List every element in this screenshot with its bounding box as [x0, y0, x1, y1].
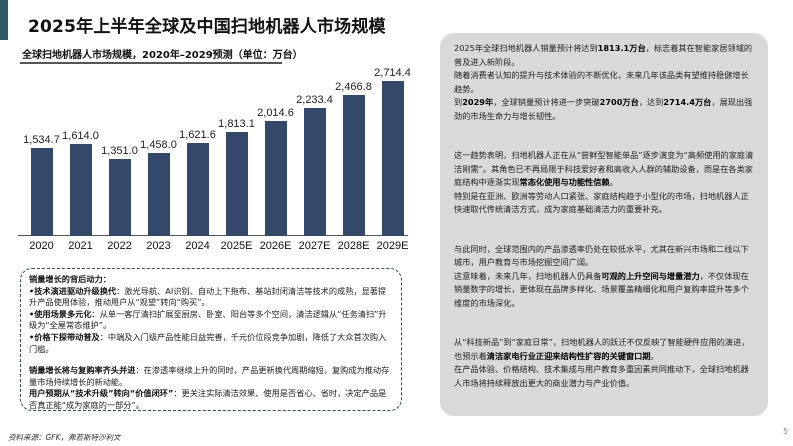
bar-value-label: 1,534.7	[23, 134, 60, 146]
x-axis-label: 2021	[68, 240, 93, 252]
bar	[69, 144, 92, 236]
bar-value-label: 1,351.0	[101, 145, 138, 157]
bar-group: 1,351.0	[100, 145, 139, 236]
bar-value-label: 1,813.1	[218, 118, 255, 130]
bar-value-label: 1,614.0	[62, 130, 99, 142]
driver-item: 用户预期从“技术升级”转向“价值闭环”：更关注实际清洁效果、使用是否省心、省时，…	[29, 388, 387, 410]
driver-item: •价格下探带动普及：中端及入门级产品性能日益完善，千元价位段竞争加剧，降低了大众…	[29, 331, 387, 354]
drivers-heading: 销量增长的背后动力：	[29, 274, 111, 284]
summary-paragraph: 在产品体验、价格结构、技术集成与用户教育多重因素共同推动下，全球扫地机器人市场将…	[454, 364, 749, 388]
bar-group: 2,466.8	[334, 81, 373, 236]
page-number: 5	[783, 427, 789, 436]
driver-item: •技术演进驱动升级换代：激光导航、AI识别、自动上下拖布、基站封闭清洁等技术的成…	[29, 285, 387, 308]
bar-group: 1,621.6	[178, 129, 217, 236]
x-axis-label: 2029E	[376, 240, 409, 252]
bar	[381, 81, 404, 236]
summary-paragraph: 从“科技新品”到“家庭日常”，扫地机器人的跃迁不仅反映了智能硬件应用的演进，也预…	[454, 337, 750, 361]
bar-group: 2,014.6	[256, 107, 295, 236]
bar-group: 1,458.0	[139, 139, 178, 236]
summary-paragraph: 与此同时，全球范围内的产品渗透率仍处在较低水平，尤其在新兴市场和二线以下城市，用…	[454, 243, 749, 268]
growth-drivers-box: 销量增长的背后动力： •技术演进驱动升级换代：激光导航、AI识别、自动上下拖布、…	[20, 268, 402, 411]
summary-paragraph: 特别是在亚洲、欧洲等劳动人口紧张、家庭结构趋于小型化的市场，扫地机器人正快速取代…	[454, 190, 749, 215]
bar-value-label: 1,621.6	[179, 129, 216, 141]
summary-paragraph: 这意味着，未来几年，扫地机器人仍具备可观的上升空间与增量潜力，不仅体现在销量数字…	[454, 270, 749, 308]
driver-item: •使用场景多元化：从单一客厅清扫扩展至厨房、卧室、阳台等多个空间，清洁逻辑从“任…	[29, 308, 387, 331]
bar-group: 1,813.1	[217, 118, 256, 236]
x-axis-label: 2022	[107, 240, 132, 252]
bar-group: 2,233.4	[295, 94, 334, 236]
x-axis-label: 2026E	[259, 240, 292, 252]
accent-bar	[0, 0, 8, 40]
x-axis-label: 2020	[29, 240, 54, 252]
bar-value-label: 2,466.8	[335, 81, 372, 93]
bar	[303, 108, 326, 236]
summary-panel: 2025年全球扫地机器人销量预计将达到1813.1万台，标志着其在智能家居领域的…	[440, 33, 768, 416]
x-axis-label: 2028E	[337, 240, 370, 252]
bar	[108, 159, 131, 236]
driver-item: 销量增长将与复购率齐头并进：在渗透率继续上升的同时，产品更新换代周期缩短，复购成…	[29, 365, 390, 387]
x-axis-label: 2027E	[298, 240, 331, 252]
bar	[186, 143, 209, 236]
summary-paragraph: 到2029年，全球销量预计将进一步突破2700万台，达到2714.4万台，展现出…	[454, 97, 753, 121]
chart-title: 全球扫地机器人市场规模，2020年–2029预测（单位：万台）	[22, 50, 303, 61]
x-axis-label: 2024	[185, 240, 210, 252]
bar	[342, 95, 365, 236]
bar	[147, 153, 170, 236]
bar-value-label: 1,458.0	[140, 139, 177, 151]
summary-paragraph: 这一趋势表明，扫地机器人正在从“尝鲜型智能单品”逐步演变为“高频使用的家庭清洁刚…	[454, 150, 754, 187]
bar-value-label: 2,014.6	[257, 107, 294, 119]
x-axis-label: 2025E	[220, 240, 253, 252]
bar	[225, 132, 248, 236]
page-title: 2025年上半年全球及中国扫地机器人市场规模	[28, 17, 386, 37]
bar-value-label: 2,714.4	[374, 67, 411, 79]
source-note: 资料来源：GFK，弗若斯特沙利文	[8, 433, 121, 442]
bar	[264, 121, 287, 236]
chart-title-underline	[20, 62, 282, 64]
bar-chart: 1,534.7 2020 1,614.0 2021 1,351.0 2022 1,458.0…	[18, 64, 411, 260]
bar	[30, 148, 53, 236]
x-axis	[18, 235, 408, 236]
bar-value-label: 2,233.4	[296, 94, 333, 106]
x-axis-label: 2023	[146, 240, 171, 252]
bar-group: 1,614.0	[61, 130, 100, 236]
bar-group: 1,534.7	[22, 134, 61, 236]
summary-paragraph: 随着消费者认知的提升与技术体验的不断优化，未来几年该品类有望维持稳健增长趋势。	[454, 70, 749, 94]
bar-group: 2,714.4	[373, 67, 412, 236]
summary-paragraph: 2025年全球扫地机器人销量预计将达到1813.1万台，标志着其在智能家居领域的…	[454, 43, 753, 67]
